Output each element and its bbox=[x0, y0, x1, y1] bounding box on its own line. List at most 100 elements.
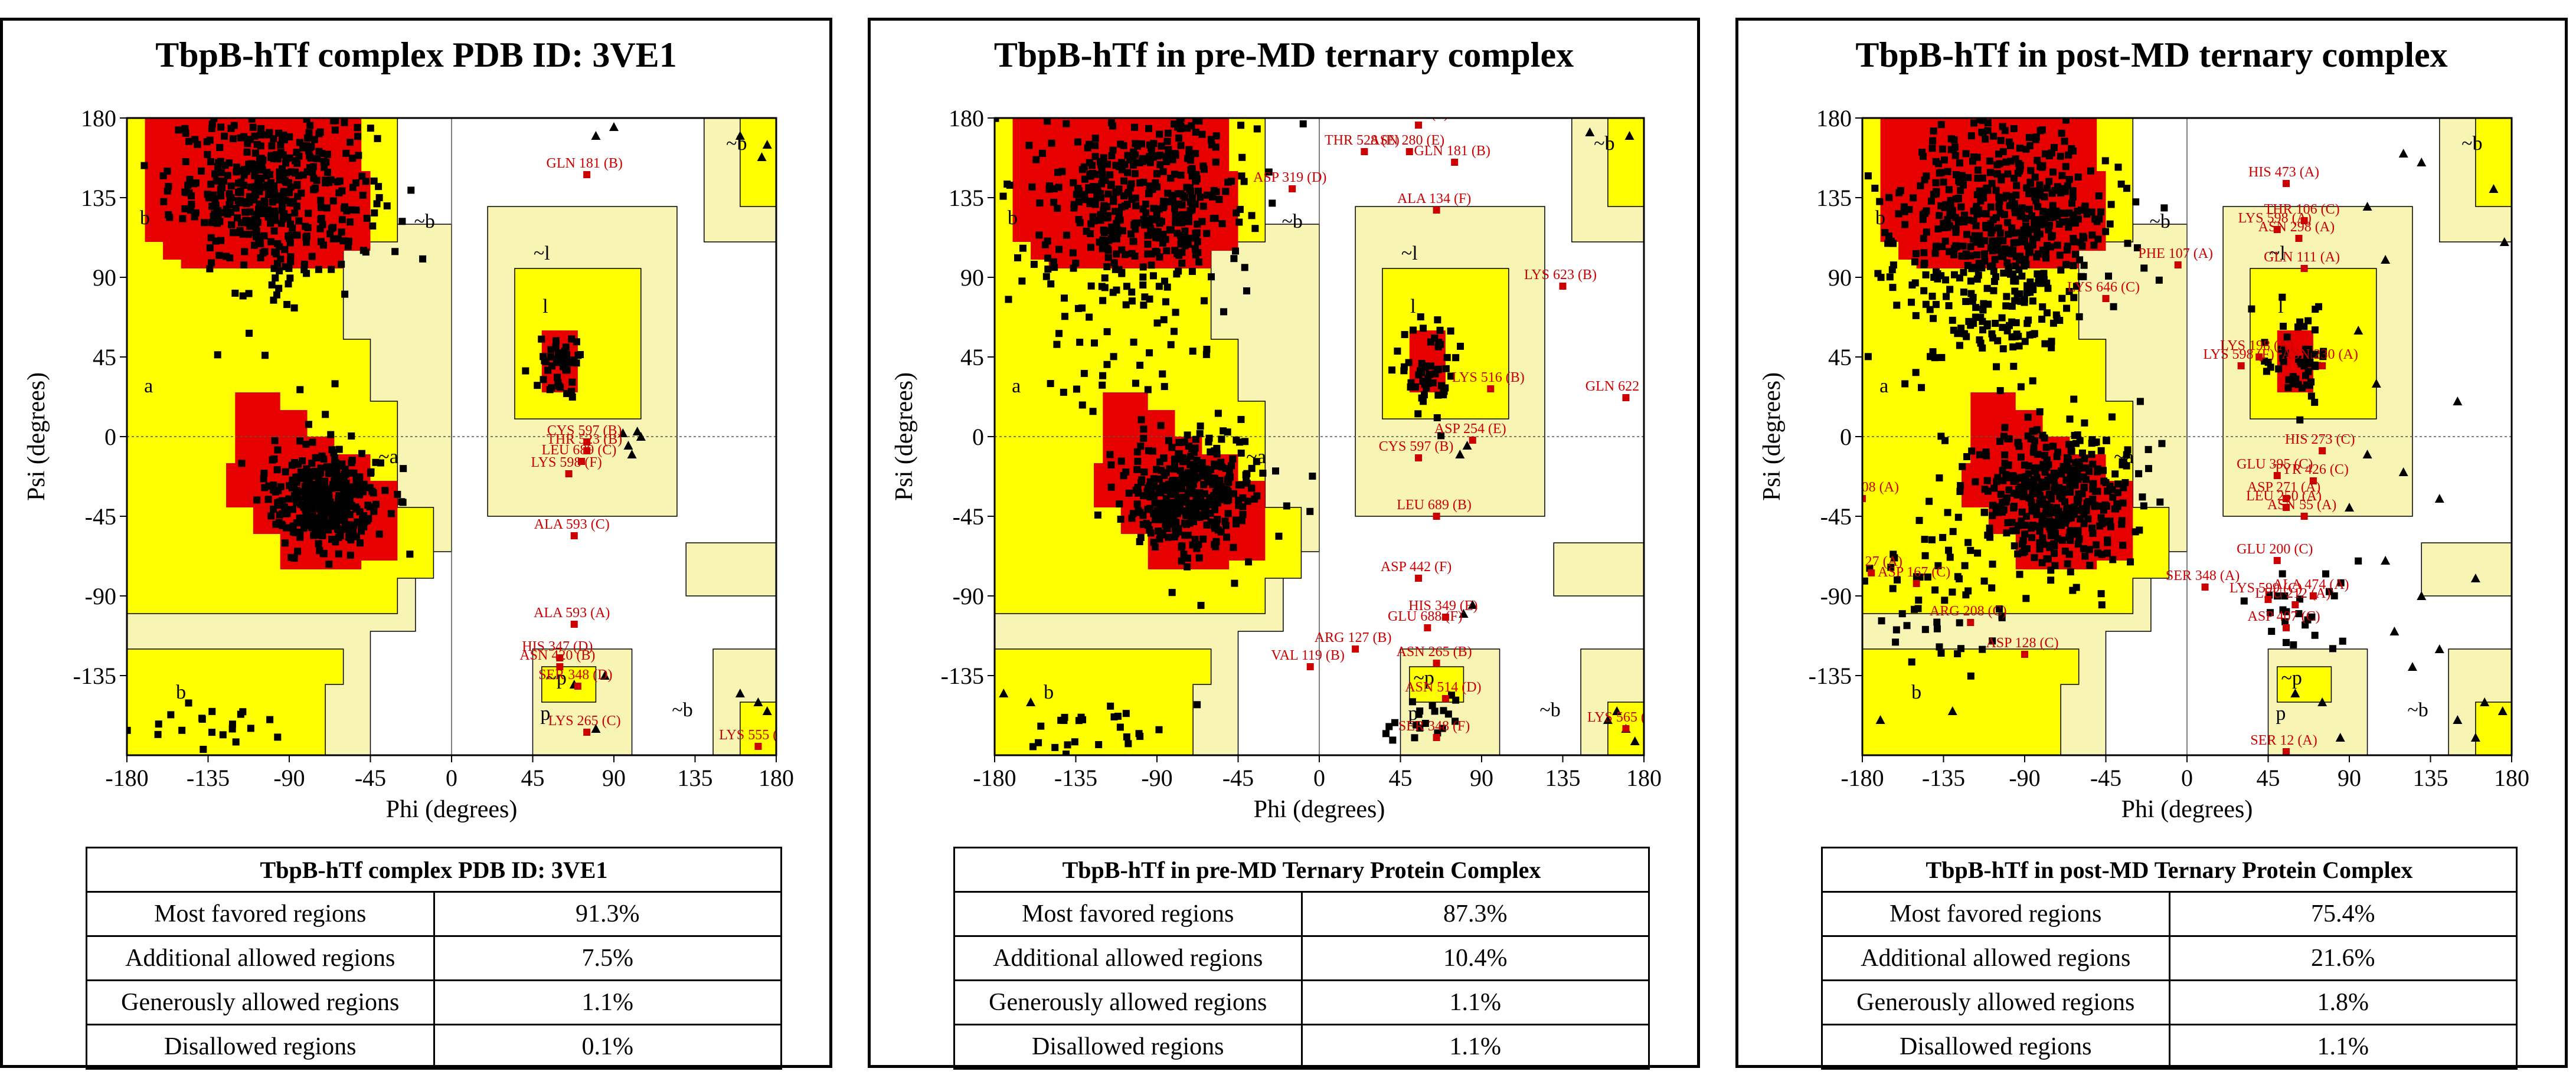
residue-point bbox=[1986, 157, 1993, 165]
residue-point bbox=[369, 222, 377, 230]
residue-point bbox=[2118, 517, 2126, 525]
residue-point bbox=[1412, 383, 1420, 391]
residue-point bbox=[2064, 560, 2071, 568]
residue-point bbox=[325, 561, 333, 568]
residue-point bbox=[342, 149, 350, 157]
residue-point bbox=[1212, 132, 1220, 140]
panel-pre-md: TbpB-hTf in pre-MD ternary complex b a l ~l… bbox=[868, 18, 1700, 1070]
residue-point bbox=[1941, 237, 1949, 245]
residue-point bbox=[367, 468, 375, 476]
residue-point bbox=[1220, 308, 1228, 316]
residue-point bbox=[2010, 175, 2018, 182]
residue-point bbox=[2025, 205, 2033, 213]
residue-point bbox=[290, 304, 298, 312]
residue-point bbox=[188, 201, 195, 208]
residue-point bbox=[419, 255, 427, 263]
residue-point bbox=[1219, 488, 1227, 496]
residue-point bbox=[1159, 531, 1166, 539]
residue-point bbox=[1920, 249, 1928, 257]
residue-point bbox=[2026, 289, 2034, 296]
residue-point bbox=[182, 158, 189, 166]
residue-point bbox=[567, 359, 575, 366]
residue-point bbox=[1981, 257, 1989, 265]
x-tick-label: 180 bbox=[759, 765, 794, 791]
residue-point bbox=[2025, 494, 2033, 502]
residue-point bbox=[1148, 261, 1155, 269]
residue-point bbox=[210, 191, 217, 199]
residue-point bbox=[306, 122, 314, 129]
residue-point bbox=[2069, 193, 2077, 201]
residue-point bbox=[1915, 517, 1923, 525]
residue-point bbox=[1931, 586, 1939, 594]
residue-point bbox=[1946, 553, 1954, 561]
residue-point bbox=[2036, 127, 2044, 135]
residue-point bbox=[2091, 503, 2098, 510]
residue-point bbox=[1122, 202, 1129, 210]
residue-point bbox=[203, 138, 211, 146]
residue-point bbox=[1116, 723, 1124, 731]
residue-point bbox=[1181, 227, 1189, 235]
residue-point bbox=[1974, 166, 1982, 174]
residue-point bbox=[319, 221, 326, 228]
residue-point bbox=[2017, 453, 2025, 461]
residue-point bbox=[1123, 733, 1130, 740]
region-letter-label: a bbox=[1012, 375, 1021, 397]
residue-point bbox=[2240, 597, 2248, 605]
residue-point bbox=[2004, 519, 2012, 526]
residue-point bbox=[350, 469, 358, 477]
outlier-residue-point bbox=[2273, 226, 2281, 233]
residue-point bbox=[1996, 229, 2004, 237]
residue-point bbox=[1928, 293, 1936, 300]
residue-point bbox=[2039, 431, 2047, 439]
residue-point bbox=[340, 204, 348, 212]
region-letter-label: ~b bbox=[672, 699, 692, 721]
residue-point bbox=[1153, 152, 1161, 160]
residue-point bbox=[1248, 484, 1256, 492]
residue-point bbox=[1998, 614, 2006, 622]
residue-point bbox=[308, 460, 316, 467]
residue-point bbox=[1170, 327, 1178, 335]
residue-point bbox=[1954, 513, 1962, 521]
residue-point bbox=[1107, 461, 1115, 468]
residue-point bbox=[1136, 538, 1143, 546]
outlier-residue-point bbox=[1913, 580, 1920, 587]
residue-point bbox=[1949, 527, 1957, 535]
residue-point bbox=[1968, 265, 1976, 273]
residue-point bbox=[313, 176, 321, 184]
glycine-point bbox=[1875, 715, 1885, 724]
residue-point bbox=[208, 202, 216, 210]
residue-point bbox=[1995, 203, 2003, 211]
residue-point bbox=[1997, 490, 2005, 498]
residue-point bbox=[2070, 235, 2077, 242]
residue-point bbox=[2103, 503, 2110, 510]
residue-point bbox=[1253, 458, 1260, 466]
residue-point bbox=[1080, 369, 1088, 377]
residue-point bbox=[282, 510, 290, 517]
residue-label: GLN 181 (B) bbox=[1414, 143, 1490, 159]
residue-point bbox=[2014, 550, 2022, 558]
residue-point bbox=[1166, 487, 1174, 494]
residue-point bbox=[311, 467, 319, 475]
residue-point bbox=[312, 454, 319, 461]
glycine-point bbox=[1603, 715, 1613, 724]
residue-point bbox=[1973, 153, 1981, 161]
residue-point bbox=[2056, 316, 2064, 324]
residue-point bbox=[245, 290, 253, 297]
residue-point bbox=[239, 708, 247, 716]
residue-point bbox=[1980, 577, 1988, 585]
residue-point bbox=[2057, 266, 2065, 274]
residue-point bbox=[2031, 173, 2039, 181]
residue-point bbox=[296, 139, 303, 146]
residue-point bbox=[1064, 741, 1071, 749]
residue-point bbox=[1889, 585, 1897, 592]
residue-point bbox=[1886, 273, 1894, 281]
region-value: 1.1% bbox=[2168, 1024, 2518, 1070]
residue-point bbox=[1989, 637, 1996, 645]
residue-point bbox=[1922, 271, 1930, 278]
residue-point bbox=[1989, 561, 1996, 568]
x-tick-label: -180 bbox=[1841, 765, 1884, 791]
residue-point bbox=[323, 463, 331, 470]
additional-allowed-region bbox=[1862, 648, 2080, 755]
outlier-residue-point bbox=[2283, 504, 2290, 511]
residue-point bbox=[1146, 482, 1153, 490]
